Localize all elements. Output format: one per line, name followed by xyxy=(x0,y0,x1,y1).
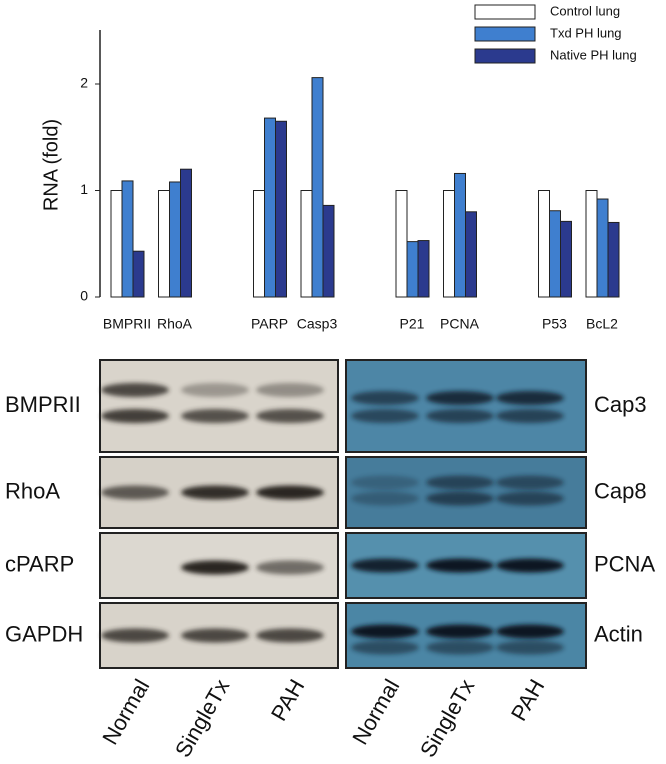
bar xyxy=(454,172,466,298)
y-tick-label: 1 xyxy=(80,181,88,197)
bar xyxy=(264,117,276,298)
y-axis-label: RNA (fold) xyxy=(40,119,62,211)
blot-band xyxy=(256,628,324,643)
x-tick-label: P21 xyxy=(400,316,425,332)
blot-band xyxy=(426,624,494,639)
blot-band xyxy=(496,491,564,506)
legend-label: Txd PH lung xyxy=(550,25,622,40)
blot-band xyxy=(496,640,564,655)
blot-row-label: cPARP xyxy=(5,551,74,576)
blot-band xyxy=(351,491,419,506)
blot-band xyxy=(256,560,324,575)
bar xyxy=(300,190,313,298)
blot-band xyxy=(351,391,419,405)
x-tick-label: PCNA xyxy=(440,316,480,332)
bar xyxy=(253,190,265,298)
blot-band xyxy=(101,485,169,500)
left-blot xyxy=(99,359,339,669)
blot-row-label: Actin xyxy=(594,621,643,646)
blot-band xyxy=(426,491,494,506)
bar xyxy=(311,77,324,298)
blot-band xyxy=(101,383,169,397)
blot-band xyxy=(351,409,419,423)
blot-band xyxy=(181,560,249,575)
blot-row-label: Cap8 xyxy=(594,478,647,503)
legend-label: Native PH lung xyxy=(550,47,637,62)
bar xyxy=(465,211,477,298)
blot-row-label: Cap3 xyxy=(594,392,647,417)
blot-band xyxy=(256,409,324,423)
legend-swatch xyxy=(474,26,536,42)
lane-label: PAH xyxy=(266,675,309,725)
blot-band xyxy=(101,409,169,423)
x-tick-label: Casp3 xyxy=(297,316,338,332)
bar xyxy=(560,220,572,298)
blot-row-label: RhoA xyxy=(5,478,60,503)
blot-band xyxy=(351,558,419,573)
blot-band xyxy=(351,475,419,490)
blot-band xyxy=(181,383,249,397)
lane-label: PAH xyxy=(506,675,549,725)
blot-band xyxy=(256,383,324,397)
bar xyxy=(417,240,430,298)
bar xyxy=(395,190,408,298)
x-tick-label: P53 xyxy=(542,316,567,332)
bar xyxy=(180,168,192,298)
blot-band xyxy=(426,391,494,405)
blot-band xyxy=(351,640,419,655)
blot-row-label: PCNA xyxy=(594,551,655,576)
blot-band xyxy=(496,624,564,639)
bar xyxy=(158,190,170,298)
bar xyxy=(406,241,419,298)
lane-label: SingleTx xyxy=(170,675,234,762)
blot-band xyxy=(426,409,494,423)
x-tick-label: PARP xyxy=(251,316,288,332)
y-tick-label: 0 xyxy=(80,288,88,304)
legend-swatch xyxy=(474,48,536,64)
bar xyxy=(443,190,455,298)
blot-band xyxy=(181,485,249,500)
bar xyxy=(549,210,561,298)
bar xyxy=(607,221,620,298)
bar xyxy=(585,190,598,298)
x-tick-label: BcL2 xyxy=(586,316,618,332)
blot-band xyxy=(101,628,169,643)
legend-swatch xyxy=(474,4,536,20)
blot-band xyxy=(256,485,324,500)
blot-band xyxy=(426,558,494,573)
x-tick-label: RhoA xyxy=(157,316,193,332)
blot-band xyxy=(181,409,249,423)
blot-band xyxy=(351,624,419,639)
bar xyxy=(169,181,181,298)
blot-row-label: GAPDH xyxy=(5,621,83,646)
x-tick-label: BMPRII xyxy=(103,316,151,332)
bar xyxy=(121,180,134,298)
blot-band xyxy=(496,391,564,405)
blot-row-label: BMPRII xyxy=(5,392,81,417)
legend-label: Control lung xyxy=(550,3,620,18)
blot-band xyxy=(426,640,494,655)
lane-label: Normal xyxy=(97,675,154,749)
lane-label: Normal xyxy=(347,675,404,749)
blot-band xyxy=(496,475,564,490)
bar xyxy=(538,190,550,298)
blot-band xyxy=(426,475,494,490)
blot-band xyxy=(496,558,564,573)
bar xyxy=(596,198,609,298)
bar xyxy=(110,190,123,298)
right-blot xyxy=(345,359,587,669)
lane-label: SingleTx xyxy=(415,675,479,762)
blot-band xyxy=(181,628,249,643)
blot-band xyxy=(496,409,564,423)
y-tick-label: 2 xyxy=(80,75,88,91)
bar xyxy=(275,120,287,298)
bar xyxy=(132,250,145,298)
bar xyxy=(322,204,335,298)
